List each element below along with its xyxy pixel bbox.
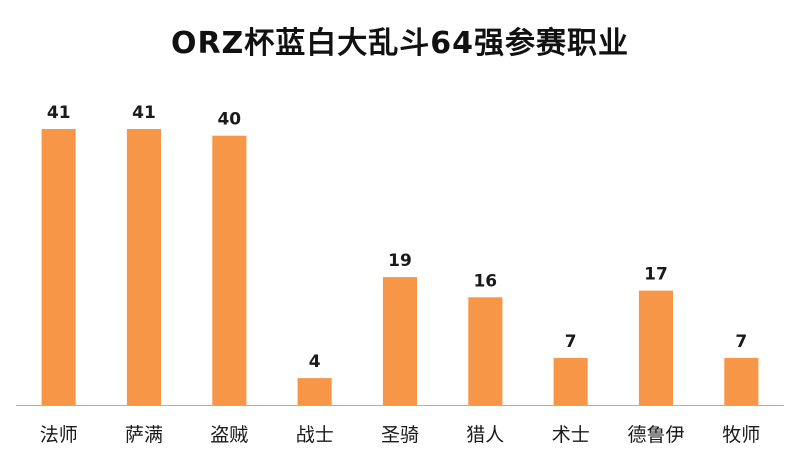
value-label-9: 7 — [735, 332, 747, 352]
value-label-2: 41 — [132, 103, 156, 123]
value-label-3: 40 — [217, 110, 241, 130]
bar-1 — [41, 129, 76, 405]
category-label-7: 术士 — [552, 424, 590, 446]
category-label-4: 战士 — [296, 424, 334, 446]
category-labels-layer: 法师 萨满 盗贼 战士 圣骑 猎人 术士 德鲁伊 牧师 — [40, 424, 761, 446]
category-label-6: 猎人 — [466, 424, 504, 446]
category-label-2: 萨满 — [125, 424, 163, 446]
value-labels-layer: 41 41 40 4 19 16 7 17 7 — [47, 103, 747, 372]
value-label-8: 17 — [644, 265, 668, 285]
value-label-4: 4 — [309, 352, 321, 372]
bar-7 — [553, 357, 588, 405]
bar-4 — [297, 378, 332, 405]
bar-6 — [468, 297, 503, 405]
value-label-6: 16 — [473, 271, 497, 291]
bar-5 — [382, 277, 417, 405]
category-label-3: 盗贼 — [210, 424, 248, 446]
bar-9 — [724, 357, 759, 405]
category-label-9: 牧师 — [722, 424, 760, 446]
bar-2 — [126, 129, 161, 405]
category-label-8: 德鲁伊 — [627, 424, 684, 446]
bars-layer — [41, 129, 759, 405]
bar-8 — [638, 290, 673, 405]
bar-3 — [212, 135, 247, 405]
category-label-5: 圣骑 — [381, 424, 419, 446]
value-label-1: 41 — [47, 103, 71, 123]
chart-title: ORZ杯蓝白大乱斗64强参赛职业 — [170, 26, 630, 61]
category-label-1: 法师 — [40, 424, 78, 446]
value-label-7: 7 — [565, 332, 577, 352]
value-label-5: 19 — [388, 251, 412, 271]
